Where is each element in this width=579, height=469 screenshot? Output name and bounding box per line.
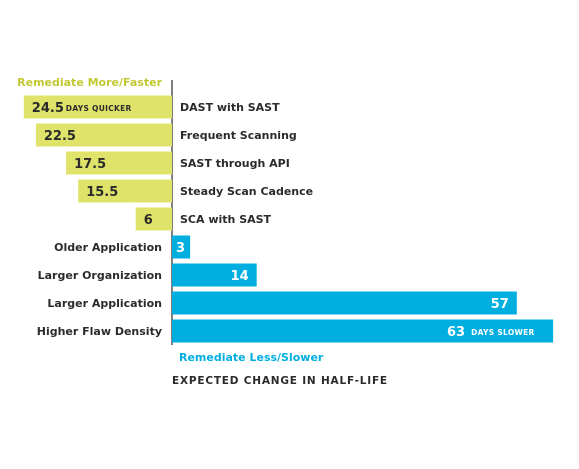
data-label: 17.5	[74, 157, 106, 172]
x-axis-title: EXPECTED CHANGE IN HALF-LIFE	[172, 375, 388, 387]
data-label: 3	[176, 241, 185, 256]
data-label: 15.5	[86, 185, 118, 200]
data-label: 6	[144, 213, 153, 228]
data-label: 24.5	[32, 101, 64, 116]
bar	[23, 95, 172, 119]
category-label: Larger Application	[47, 297, 162, 310]
category-label: SAST through API	[180, 157, 290, 170]
bar	[135, 207, 172, 231]
bar	[78, 179, 172, 203]
category-label: Frequent Scanning	[180, 129, 297, 142]
data-label: 14	[231, 269, 249, 284]
category-label: Older Application	[54, 241, 162, 254]
bar	[172, 235, 191, 259]
bar	[172, 319, 554, 343]
category-label: Larger Organization	[38, 269, 162, 282]
category-label: SCA with SAST	[180, 213, 272, 226]
bar	[35, 123, 173, 147]
category-label: Steady Scan Cadence	[180, 185, 313, 198]
unit-label: DAYS QUICKER	[66, 104, 132, 113]
category-label: DAST with SAST	[180, 101, 280, 114]
bar	[172, 263, 257, 287]
bars-group: DAST with SAST 24.5 DAYS QUICKER Frequent S…	[23, 95, 554, 343]
bar	[172, 291, 517, 315]
remediate-faster-label: Remediate More/Faster	[17, 76, 162, 89]
data-label: 57	[491, 297, 509, 312]
unit-label: DAYS SLOWER	[471, 328, 535, 337]
category-label: Higher Flaw Density	[37, 325, 162, 338]
data-label: 22.5	[44, 129, 76, 144]
bar	[66, 151, 172, 175]
remediate-slower-label: Remediate Less/Slower	[179, 351, 324, 364]
data-label: 63	[447, 325, 465, 340]
